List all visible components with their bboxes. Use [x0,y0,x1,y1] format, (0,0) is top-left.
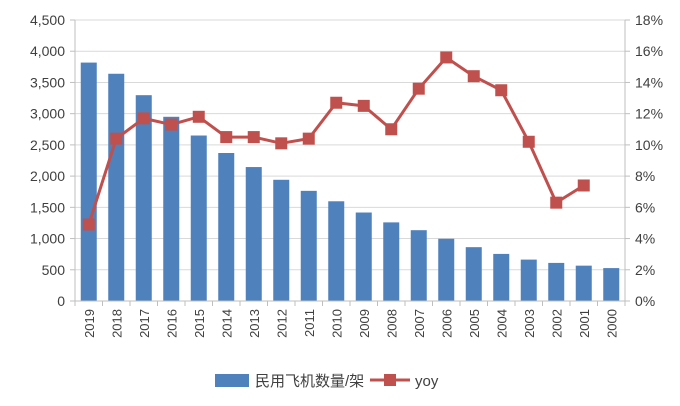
yoy-point [467,70,480,83]
bar [410,230,427,301]
right-tick-label: 0% [635,293,655,309]
legend-line-marker [384,374,396,386]
right-tick-label: 4% [635,231,655,247]
x-tick-label: 2014 [219,309,234,338]
x-tick-label: 2015 [192,309,207,338]
yoy-point [302,132,315,145]
bar-series [80,62,620,302]
left-tick-label: 1,500 [30,199,65,215]
bar [575,265,592,301]
bar [383,222,400,301]
yoy-point [385,123,398,136]
x-tick-label: 2000 [604,309,619,338]
right-tick-label: 12% [635,106,663,122]
x-tick-label: 2005 [467,309,482,338]
x-tick-label: 2008 [384,309,399,338]
left-tick-label: 500 [42,262,66,278]
gridlines [75,19,625,302]
right-tick-label: 18% [635,12,663,28]
bar [300,190,317,301]
legend-bar-swatch [215,374,249,387]
yoy-point [550,196,563,209]
yoy-point [412,82,425,95]
x-tick-label: 2010 [329,309,344,338]
right-tick-label: 8% [635,168,655,184]
x-tick-label: 2002 [549,309,564,338]
line-series [82,51,590,231]
axes [70,19,630,306]
x-tick-label: 2006 [439,309,454,338]
x-tick-label: 2011 [302,309,317,337]
yoy-point [577,179,590,192]
bar [438,238,455,301]
x-tick-label: 2013 [247,309,262,338]
right-tick-label: 10% [635,137,663,153]
bar [548,262,565,301]
x-tick-label: 2017 [137,309,152,338]
bar [520,259,537,301]
left-axis-ticks: 0 500 1,000 1,500 2,000 2,500 3,000 3,500 4,000 4… [30,12,65,309]
bar [108,73,125,301]
x-tick-label: 2016 [164,309,179,338]
legend: 民用飞机数量/架 yoy [215,373,439,390]
x-tick-label: 2019 [82,309,97,338]
legend-line-label: yoy [415,373,439,390]
right-tick-label: 14% [635,74,663,90]
yoy-point [330,96,343,109]
x-tick-label: 2018 [109,309,124,338]
bar [465,247,482,301]
yoy-point [165,118,178,131]
left-tick-label: 0 [57,293,65,309]
bar [245,167,262,301]
left-tick-label: 4,000 [30,43,65,59]
yoy-point [220,131,233,144]
left-tick-label: 3,500 [30,74,65,90]
bar [190,135,207,301]
bar [135,95,152,302]
bar [80,62,97,301]
yoy-point [275,137,288,150]
bar [603,268,620,301]
right-tick-label: 6% [635,199,655,215]
x-tick-label: 2004 [494,309,509,338]
bar [493,253,510,301]
yoy-point [357,99,370,112]
x-tick-label: 2007 [412,309,427,338]
x-axis-ticks: 2019 2018 2017 2016 2015 2014 2013 2012 2011 2010… [82,309,620,338]
yoy-point [440,51,453,64]
yoy-point [247,131,260,144]
x-tick-label: 2012 [274,309,289,338]
x-tick-label: 2003 [522,309,537,338]
right-axis-ticks: 0% 2% 4% 6% 8% 10% 12% 14% 16% 18% [635,12,663,309]
left-tick-label: 2,500 [30,137,65,153]
yoy-point [82,218,95,231]
x-tick-label: 2009 [357,309,372,338]
left-tick-label: 2,000 [30,168,65,184]
left-tick-label: 4,500 [30,12,65,28]
yoy-point [192,110,205,123]
yoy-point [110,132,123,145]
bar [218,153,235,301]
bar [273,179,290,301]
x-tick-label: 2001 [577,309,592,338]
right-tick-label: 2% [635,262,655,278]
bar [328,201,345,301]
left-tick-label: 3,000 [30,106,65,122]
yoy-point [495,84,508,97]
right-tick-label: 16% [635,43,663,59]
bar [163,116,180,302]
bar [355,212,372,301]
yoy-point [522,135,535,148]
yoy-point [137,112,150,125]
left-tick-label: 1,000 [30,231,65,247]
legend-bar-label: 民用飞机数量/架 [255,373,364,390]
